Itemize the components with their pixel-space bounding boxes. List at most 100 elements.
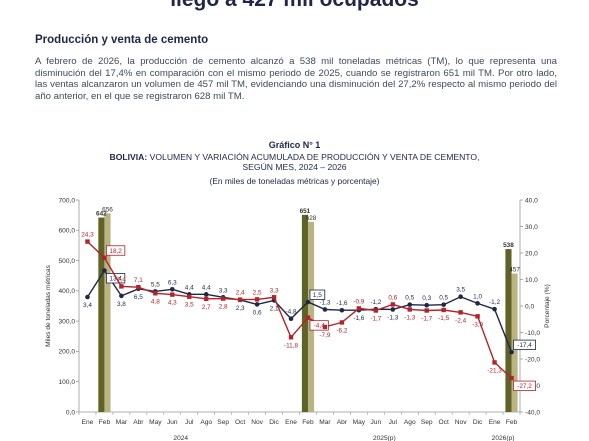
year-label: 2025(p) bbox=[373, 435, 396, 441]
point-produccion bbox=[119, 293, 124, 299]
data-label-produccion: -4,8 bbox=[286, 309, 297, 316]
x-tick-label: May bbox=[149, 419, 162, 426]
x-tick-label: Oct bbox=[235, 419, 245, 426]
data-label-produccion: 6,3 bbox=[168, 279, 177, 286]
point-venta bbox=[373, 308, 379, 313]
data-label-produccion: 2,1 bbox=[270, 305, 279, 312]
point-venta bbox=[356, 306, 362, 311]
x-tick-label: Ene bbox=[285, 419, 297, 426]
bar-produccion-label: 642 bbox=[96, 211, 107, 218]
data-label-venta: -6,2 bbox=[336, 327, 347, 334]
point-produccion bbox=[169, 287, 175, 292]
bar-produccion bbox=[505, 249, 512, 412]
data-label-produccion: 3,3 bbox=[219, 287, 228, 294]
point-produccion bbox=[458, 294, 463, 300]
point-produccion bbox=[102, 268, 107, 273]
point-produccion bbox=[85, 294, 90, 300]
data-label-produccion: 6,5 bbox=[134, 294, 143, 301]
label-box-venta bbox=[106, 245, 126, 256]
bar-produccion bbox=[98, 217, 105, 412]
bar-venta-label: 457 bbox=[509, 267, 520, 274]
y2-tick-label: 10,0 bbox=[525, 277, 538, 284]
y2-tick-label: -40,0 bbox=[525, 409, 540, 416]
x-tick-label: Jul bbox=[185, 419, 194, 426]
data-label-produccion: 3,4 bbox=[83, 302, 92, 309]
point-venta bbox=[102, 255, 107, 260]
data-label-produccion: -1,3 bbox=[319, 299, 330, 306]
point-venta bbox=[153, 291, 158, 296]
y-tick-label: 500,0 bbox=[58, 258, 75, 265]
point-venta bbox=[136, 284, 141, 290]
label-box-produccion bbox=[106, 273, 126, 284]
data-label-venta: 3,5 bbox=[185, 302, 194, 309]
point-venta bbox=[458, 310, 463, 315]
x-tick-label: Nov bbox=[455, 419, 467, 426]
data-label-venta: -0,9 bbox=[353, 298, 364, 305]
y-tick-label: 400,0 bbox=[58, 288, 75, 295]
data-label-produccion: 4,4 bbox=[202, 284, 211, 291]
y2-tick-label: 0,0 bbox=[525, 303, 534, 310]
bar-venta-label: 656 bbox=[102, 206, 113, 213]
point-venta bbox=[475, 314, 480, 319]
data-label-venta: 7,4 bbox=[117, 276, 126, 283]
figure-units: (En miles de toneladas métricas y porcen… bbox=[209, 176, 380, 186]
year-label: 2026(p) bbox=[492, 435, 515, 441]
point-venta bbox=[322, 324, 328, 330]
data-label-produccion: 3,5 bbox=[456, 287, 465, 294]
x-tick-label: Sep bbox=[217, 419, 229, 426]
x-tick-label: Ago bbox=[404, 419, 416, 426]
x-tick-label: Feb bbox=[506, 419, 518, 426]
data-label-produccion: -1,3 bbox=[387, 314, 398, 321]
data-label-venta: 18,2 bbox=[109, 248, 122, 255]
data-label-venta: -21,3 bbox=[487, 367, 502, 374]
x-tick-label: Jun bbox=[371, 419, 382, 426]
data-label-produccion: -1,6 bbox=[336, 300, 347, 307]
y2-tick-label: 20,0 bbox=[525, 250, 538, 257]
x-tick-label: Jul bbox=[389, 419, 398, 426]
label-box-produccion bbox=[513, 339, 536, 351]
y-tick-label: 0,0 bbox=[66, 409, 75, 416]
y-tick-label: 300,0 bbox=[58, 318, 75, 325]
point-produccion bbox=[475, 301, 480, 306]
data-label-venta: 2,8 bbox=[219, 304, 228, 311]
point-produccion bbox=[288, 316, 294, 322]
header-bar: llego a 427 mil ocupados bbox=[0, 0, 589, 18]
point-produccion bbox=[407, 302, 413, 307]
point-produccion bbox=[441, 302, 446, 307]
data-label-produccion: -1,6 bbox=[353, 315, 364, 322]
data-label-produccion: -1,2 bbox=[370, 299, 381, 306]
bar-venta bbox=[104, 213, 111, 412]
x-tick-label: Dic bbox=[269, 419, 279, 426]
data-label-venta: -1,3 bbox=[404, 314, 415, 321]
bar-venta-label: 628 bbox=[306, 215, 317, 222]
point-venta bbox=[220, 296, 226, 301]
point-venta bbox=[237, 297, 243, 302]
figure-title-country: BOLIVIA: bbox=[109, 152, 148, 162]
y2-axis-title: Porcentaje (%) bbox=[544, 284, 551, 328]
data-label-produccion: 0,5 bbox=[405, 295, 414, 302]
x-tick-label: May bbox=[353, 419, 366, 426]
data-label-produccion: 3,8 bbox=[117, 301, 126, 308]
data-label-produccion: 4,4 bbox=[185, 284, 194, 291]
point-venta bbox=[85, 239, 90, 244]
data-label-venta: 2,7 bbox=[202, 304, 211, 311]
point-venta bbox=[509, 375, 514, 381]
bar-produccion-label: 651 bbox=[300, 208, 311, 215]
label-box-produccion bbox=[309, 289, 326, 300]
point-venta bbox=[170, 292, 175, 297]
point-venta bbox=[288, 335, 294, 340]
point-venta bbox=[254, 297, 260, 302]
data-label-venta: -3,9 bbox=[472, 321, 483, 328]
section-title: Producción y venta de cemento bbox=[35, 34, 209, 46]
point-produccion bbox=[424, 302, 430, 308]
y-axis-title: Miles de toneladas métricas bbox=[45, 264, 52, 346]
bar-produccion bbox=[301, 214, 308, 412]
data-label-produccion: 0,3 bbox=[422, 295, 431, 302]
point-venta bbox=[492, 360, 497, 365]
header-title: llego a 427 mil ocupados bbox=[0, 0, 589, 12]
x-tick-label: Feb bbox=[302, 419, 314, 426]
data-label-produccion: 0,5 bbox=[439, 295, 448, 302]
label-box-venta bbox=[513, 380, 536, 391]
x-tick-label: Mar bbox=[319, 419, 331, 426]
